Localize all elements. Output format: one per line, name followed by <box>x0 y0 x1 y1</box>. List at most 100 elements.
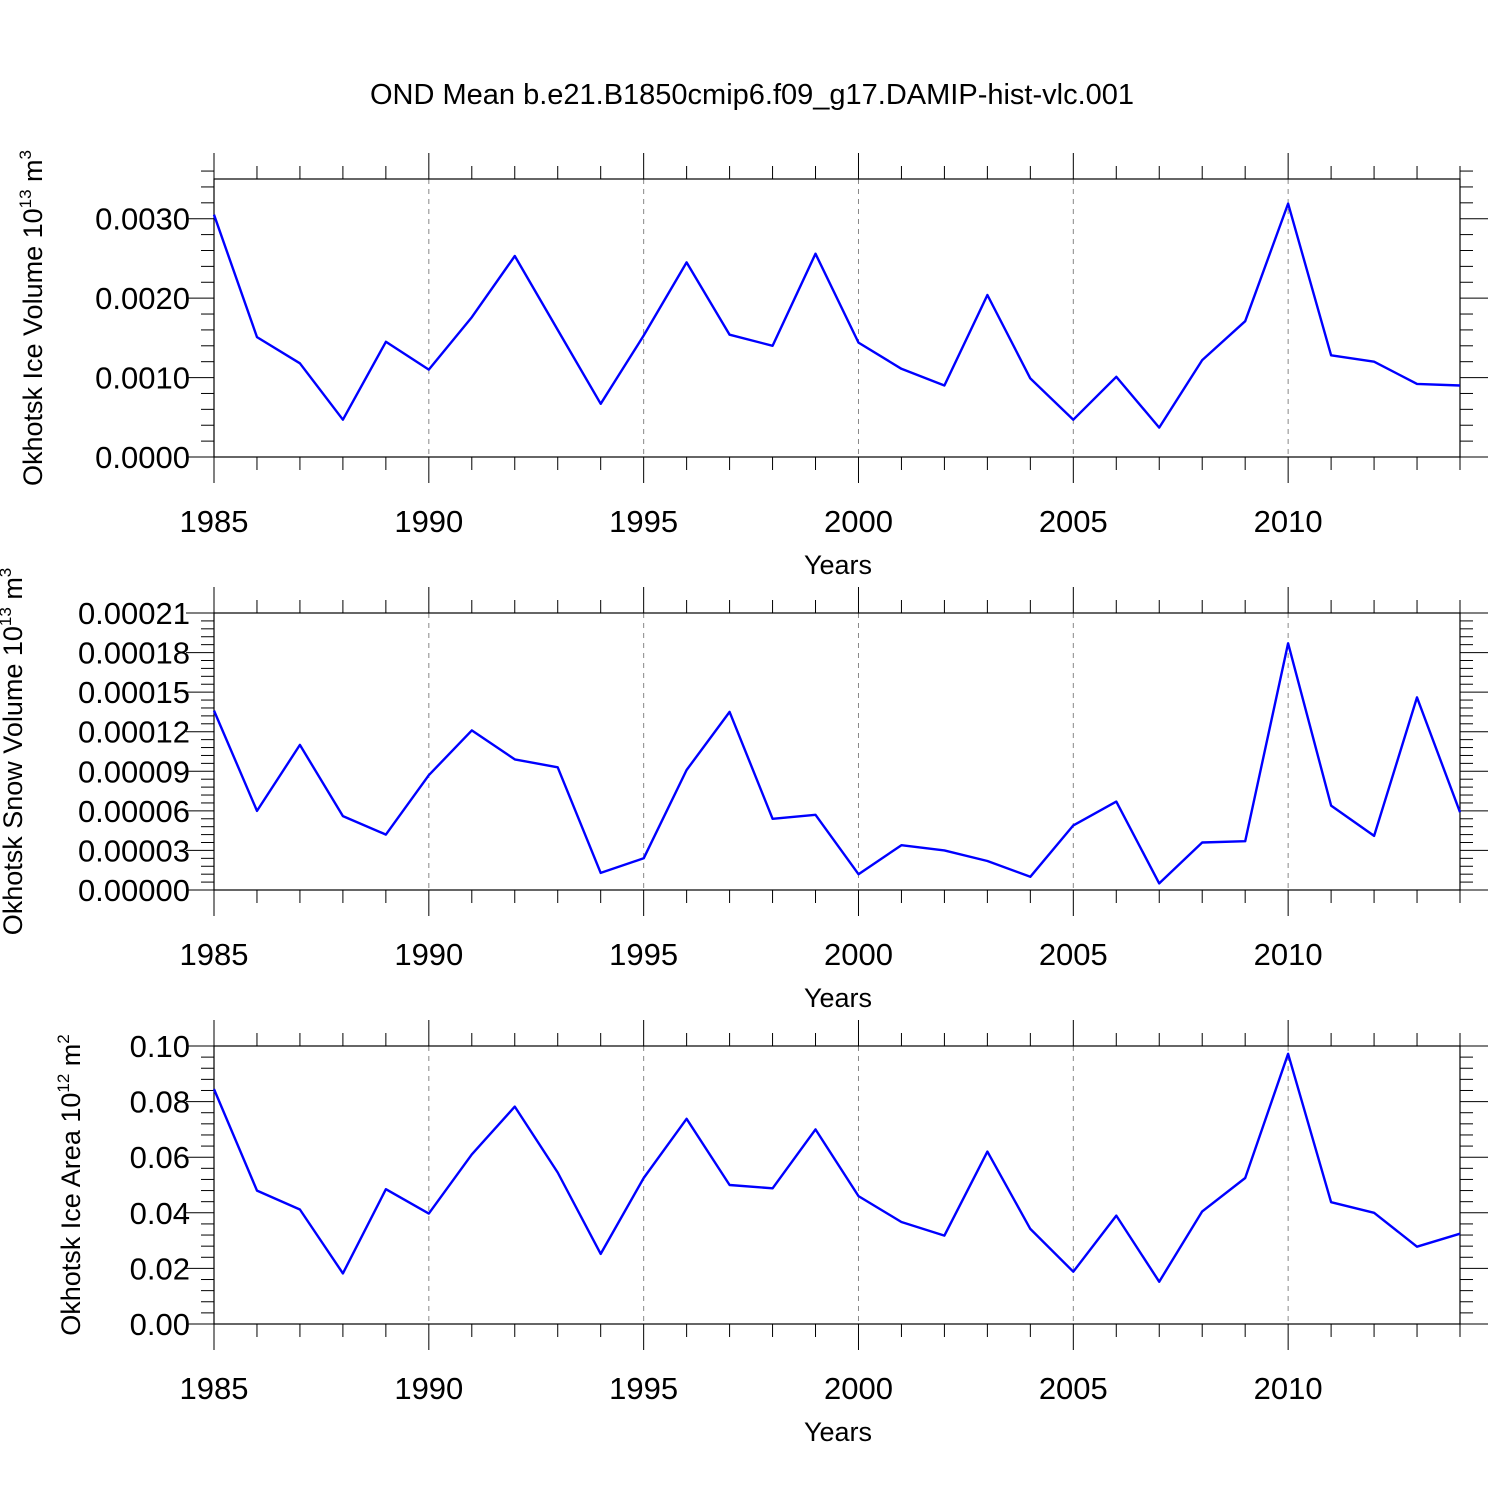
data-point <box>471 729 473 731</box>
x-tick-label: 1990 <box>394 504 463 539</box>
y-tick-label: 0.10 <box>130 1029 190 1064</box>
y-tick-label: 0.02 <box>130 1251 190 1286</box>
x-tick-label: 1995 <box>609 1371 678 1406</box>
ylabel-unit-exp: 3 <box>0 568 15 577</box>
data-point <box>1072 824 1074 826</box>
data-point <box>385 1188 387 1190</box>
x-tick-label: 2005 <box>1039 1371 1108 1406</box>
ylabel-main: Okhotsk Ice Area 10 <box>56 1093 86 1336</box>
data-point <box>685 261 687 263</box>
data-point <box>857 873 859 875</box>
data-point <box>213 709 215 711</box>
y-tick-label: 0.00018 <box>78 636 190 671</box>
ylabel-unit: m <box>0 577 28 607</box>
data-point <box>1244 840 1246 842</box>
plot-frame <box>213 178 1461 458</box>
x-tick-label: 2000 <box>824 1371 893 1406</box>
data-point <box>471 1153 473 1155</box>
data-point <box>599 1253 601 1255</box>
data-point <box>1244 1177 1246 1179</box>
chart-panel-2: 1985 1990 1995 2000 2005 2010 0.00000 0.00003 0.… <box>0 568 1488 1013</box>
data-point <box>1416 383 1418 385</box>
y-tick-label: 0.04 <box>130 1196 190 1231</box>
series-line <box>212 1052 1461 1283</box>
data-point <box>771 818 773 820</box>
data-point <box>599 403 601 405</box>
data-point <box>642 1177 644 1179</box>
data-point <box>1373 360 1375 362</box>
data-point <box>1115 1214 1117 1216</box>
y-tick-label: 0.00 <box>130 1307 190 1342</box>
y-tick-label: 0.00021 <box>78 596 190 631</box>
series-line <box>212 202 1461 429</box>
data-point <box>1029 876 1031 878</box>
data-point <box>943 1234 945 1236</box>
data-point <box>1029 1228 1031 1230</box>
x-tick-label: 1995 <box>609 937 678 972</box>
y-tick-label: 0.00009 <box>78 754 190 789</box>
y-tick-label: 0.0020 <box>95 281 190 316</box>
data-point <box>428 368 430 370</box>
data-point <box>814 252 816 254</box>
data-point <box>814 1128 816 1130</box>
y-axis-label: Okhotsk Ice Area 1012 m2 <box>54 1034 86 1336</box>
data-point <box>557 329 559 331</box>
data-point <box>514 758 516 760</box>
data-point <box>1330 354 1332 356</box>
data-point <box>428 1212 430 1214</box>
data-point <box>1158 426 1160 428</box>
y-axis-label: Okhotsk Ice Volume 1013 m3 <box>16 150 48 486</box>
x-axis-label: Years <box>804 550 872 580</box>
data-point <box>1459 384 1461 386</box>
data-point <box>1287 202 1289 204</box>
data-point <box>299 362 301 364</box>
y-tick-label: 0.00006 <box>78 794 190 829</box>
plot-frame <box>213 1045 1461 1325</box>
data-point <box>771 1187 773 1189</box>
x-tick-label: 1990 <box>394 937 463 972</box>
data-point <box>814 814 816 816</box>
ylabel-main: Okhotsk Snow Volume 10 <box>0 626 28 935</box>
y-tick-label: 0.00015 <box>78 675 190 710</box>
y-tick-label: 0.0030 <box>95 202 190 237</box>
data-point <box>685 1118 687 1120</box>
data-point <box>771 345 773 347</box>
data-point <box>471 316 473 318</box>
data-point <box>1287 1053 1289 1055</box>
x-tick-label: 2010 <box>1254 504 1323 539</box>
data-point <box>1459 811 1461 813</box>
data-point <box>1416 1246 1418 1248</box>
data-point <box>1158 882 1160 884</box>
x-tick-label: 1985 <box>180 1371 249 1406</box>
series-line <box>212 642 1462 885</box>
y-tick-label: 0.08 <box>130 1085 190 1120</box>
x-tick-label: 2000 <box>824 504 893 539</box>
data-point <box>642 857 644 859</box>
data-point <box>599 872 601 874</box>
data-point <box>986 294 988 296</box>
ylabel-unit: m <box>56 1044 86 1074</box>
ylabel-main: Okhotsk Ice Volume 10 <box>18 208 48 486</box>
chart-panel-1: 1985 1990 1995 2000 2005 2010 0.0000 0.0010 0.00… <box>16 150 1488 580</box>
data-point <box>728 1184 730 1186</box>
data-point <box>385 341 387 343</box>
data-point <box>1201 359 1203 361</box>
data-point <box>1115 800 1117 802</box>
x-tick-label: 2005 <box>1039 504 1108 539</box>
data-point <box>1201 841 1203 843</box>
data-point <box>1416 696 1418 698</box>
data-point <box>857 1195 859 1197</box>
y-axis-label: Okhotsk Snow Volume 1013 m3 <box>0 568 28 936</box>
data-point <box>514 255 516 257</box>
x-tick-label: 2005 <box>1039 937 1108 972</box>
x-axis-label: Years <box>804 983 872 1013</box>
data-point <box>986 860 988 862</box>
data-point <box>857 341 859 343</box>
ylabel-exp: 13 <box>16 189 35 208</box>
data-point <box>728 711 730 713</box>
y-tick-label: 0.0000 <box>95 440 190 475</box>
x-tick-label: 2000 <box>824 937 893 972</box>
ylabel-exp: 13 <box>0 607 15 626</box>
data-point <box>256 1189 258 1191</box>
